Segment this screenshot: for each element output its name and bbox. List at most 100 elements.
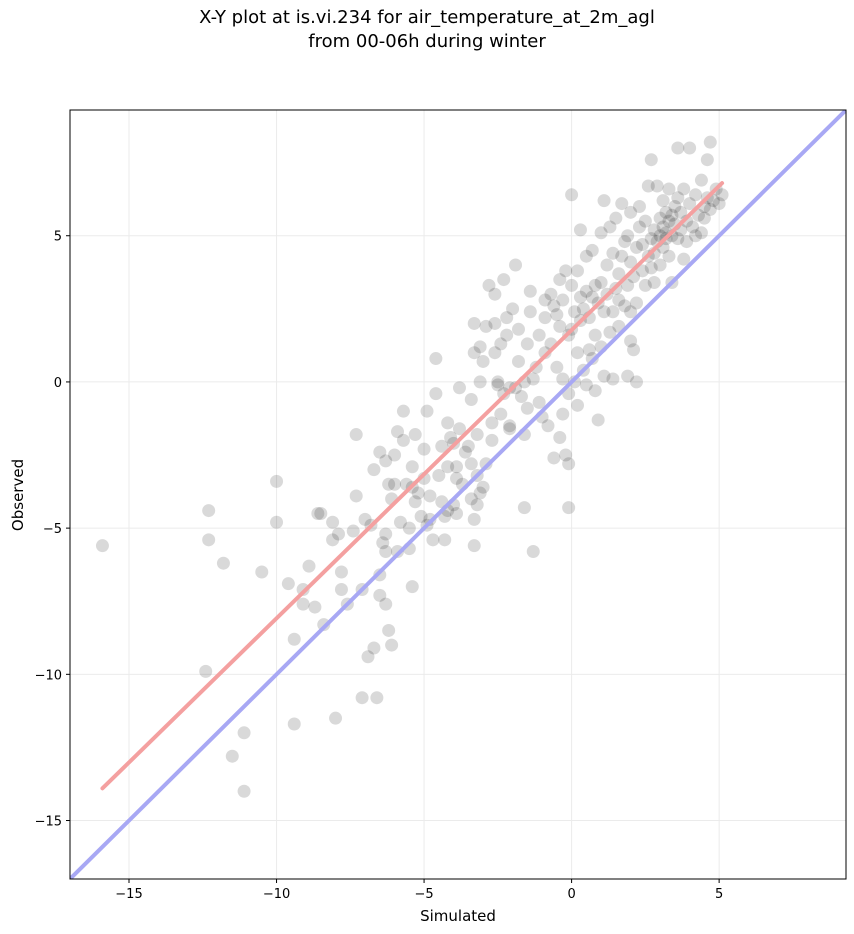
data-point xyxy=(514,390,528,404)
data-point xyxy=(612,267,626,281)
data-point xyxy=(624,205,638,219)
data-point xyxy=(715,188,729,202)
data-point xyxy=(396,433,410,447)
data-point xyxy=(497,273,511,287)
data-point xyxy=(671,191,685,205)
data-point xyxy=(641,179,655,193)
data-point xyxy=(379,454,393,468)
data-point xyxy=(680,235,694,249)
data-point xyxy=(550,360,564,374)
data-point xyxy=(393,515,407,529)
data-point xyxy=(594,276,608,290)
data-point xyxy=(559,264,573,278)
data-point xyxy=(314,507,328,521)
data-point xyxy=(199,664,213,678)
data-point xyxy=(565,188,579,202)
data-point xyxy=(396,404,410,418)
data-point xyxy=(485,416,499,430)
data-point xyxy=(694,226,708,240)
data-point xyxy=(329,711,343,725)
data-point xyxy=(423,489,437,503)
data-point xyxy=(216,556,230,570)
data-point xyxy=(573,290,587,304)
data-point xyxy=(385,638,399,652)
data-point xyxy=(630,375,644,389)
data-point xyxy=(326,515,340,529)
data-point xyxy=(638,278,652,292)
data-point xyxy=(405,460,419,474)
data-point xyxy=(467,316,481,330)
data-point xyxy=(677,182,691,196)
data-point xyxy=(523,284,537,298)
y-tick-label: 0 xyxy=(54,376,62,391)
data-point xyxy=(326,533,340,547)
data-point xyxy=(441,416,455,430)
data-point xyxy=(600,258,614,272)
data-point xyxy=(296,597,310,611)
data-point xyxy=(417,442,431,456)
data-point xyxy=(402,521,416,535)
data-point xyxy=(311,507,325,521)
data-point xyxy=(683,197,697,211)
data-point xyxy=(573,223,587,237)
data-point xyxy=(565,278,579,292)
reference-lines xyxy=(70,110,846,879)
data-point xyxy=(703,202,717,216)
data-point xyxy=(520,401,534,415)
data-point xyxy=(488,316,502,330)
data-point xyxy=(624,305,638,319)
data-point xyxy=(488,287,502,301)
data-point xyxy=(603,325,617,339)
data-point xyxy=(500,311,514,325)
data-point xyxy=(438,533,452,547)
data-point xyxy=(370,691,384,705)
data-point xyxy=(361,650,375,664)
data-point xyxy=(225,749,239,763)
data-point xyxy=(503,419,517,433)
data-point xyxy=(606,246,620,260)
data-point xyxy=(630,240,644,254)
data-point xyxy=(441,460,455,474)
chart-subtitle: from 00-06h during winter xyxy=(308,31,546,52)
data-point xyxy=(444,430,458,444)
data-point xyxy=(644,153,658,167)
data-point xyxy=(482,278,496,292)
data-point xyxy=(700,153,714,167)
data-point xyxy=(358,512,372,526)
data-point xyxy=(588,278,602,292)
data-point xyxy=(458,445,472,459)
data-point xyxy=(588,328,602,342)
data-point xyxy=(467,512,481,526)
data-point xyxy=(379,597,393,611)
data-point xyxy=(332,527,346,541)
data-point xyxy=(494,407,508,421)
data-point xyxy=(632,220,646,234)
data-point xyxy=(429,352,443,366)
data-point xyxy=(464,492,478,506)
data-point xyxy=(408,428,422,442)
data-point xyxy=(373,445,387,459)
data-point xyxy=(287,717,301,731)
data-point xyxy=(509,381,523,395)
data-point xyxy=(568,305,582,319)
data-point xyxy=(576,302,590,316)
data-point xyxy=(556,293,570,307)
data-point xyxy=(388,448,402,462)
data-point xyxy=(606,305,620,319)
data-point xyxy=(659,205,673,219)
data-point xyxy=(379,545,393,559)
data-point xyxy=(674,205,688,219)
data-point xyxy=(202,504,216,518)
data-point xyxy=(553,319,567,333)
data-point xyxy=(662,214,676,228)
data-point xyxy=(621,278,635,292)
data-point xyxy=(511,322,525,336)
data-point xyxy=(553,430,567,444)
data-point xyxy=(355,691,369,705)
data-point xyxy=(520,337,534,351)
data-point xyxy=(618,235,632,249)
data-point xyxy=(627,343,641,357)
data-points xyxy=(95,135,729,798)
data-point xyxy=(544,287,558,301)
